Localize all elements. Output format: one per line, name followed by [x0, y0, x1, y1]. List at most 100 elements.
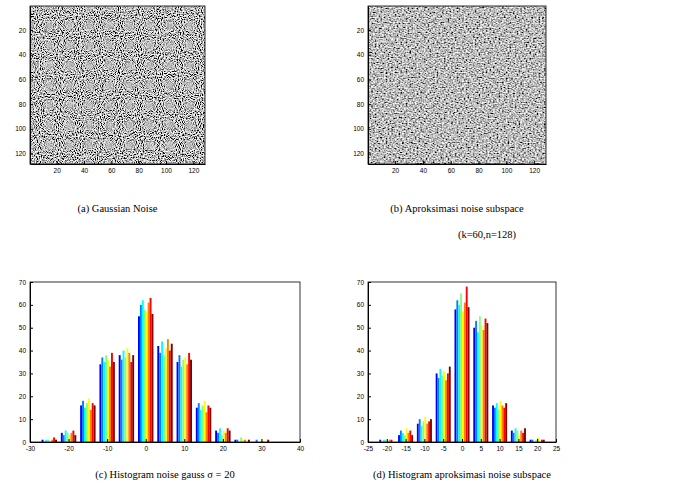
bar	[503, 408, 505, 442]
tick-mark	[368, 396, 371, 397]
tick-label: 20	[19, 393, 27, 400]
tick-label: -30	[26, 445, 36, 452]
bar	[494, 408, 496, 442]
bar	[53, 437, 55, 442]
tick-label: 60	[357, 301, 365, 308]
bar	[483, 330, 485, 442]
bar	[411, 435, 413, 442]
bar	[150, 298, 152, 442]
tick: 30	[357, 370, 371, 377]
bar	[486, 323, 488, 442]
tick-label: 15	[515, 445, 523, 452]
bar	[92, 403, 94, 442]
tick-mark	[69, 439, 70, 442]
caption-subtitle: (k=60,n=128)	[458, 229, 517, 241]
bar	[402, 433, 404, 442]
bar	[466, 287, 468, 442]
bar	[464, 303, 466, 442]
tick-label: 60	[357, 76, 365, 83]
bar	[518, 435, 520, 442]
plot-area	[42, 298, 270, 442]
tick: 10	[357, 416, 371, 423]
plot-area	[30, 6, 205, 164]
bar	[409, 431, 411, 442]
tick: 80	[136, 161, 144, 174]
plot-frame	[368, 6, 546, 164]
tick-mark	[387, 439, 388, 442]
bar	[500, 401, 502, 442]
tick: 0	[461, 439, 465, 452]
bar	[511, 431, 513, 442]
tick-label: 40	[19, 347, 27, 354]
plot-frame	[368, 282, 556, 442]
tick: 60	[19, 76, 33, 83]
tick-label: 50	[357, 324, 365, 331]
bar	[123, 351, 125, 442]
tick: -15	[401, 439, 411, 452]
bar	[130, 362, 132, 442]
bar	[169, 351, 171, 442]
tick-label: 80	[475, 167, 483, 174]
bar	[204, 401, 206, 442]
tick-label: 100	[161, 167, 172, 174]
bar	[186, 364, 188, 442]
tick-label: 20	[220, 445, 228, 452]
bar	[441, 376, 443, 442]
bar	[468, 307, 470, 442]
y-axis: 010203040506070	[357, 279, 371, 446]
noise-image	[368, 6, 546, 164]
tick: 50	[19, 324, 33, 331]
tick-label: 20	[19, 27, 27, 34]
bar	[423, 421, 425, 442]
tick: 40	[420, 161, 428, 174]
tick-mark	[518, 439, 519, 442]
tick-mark	[111, 161, 112, 164]
bar	[498, 410, 500, 442]
tick-mark	[368, 79, 371, 80]
bar	[148, 303, 150, 442]
tick-label: -15	[401, 445, 411, 452]
tick-label: 50	[19, 324, 27, 331]
bar	[171, 344, 173, 442]
bar	[103, 362, 105, 442]
bar	[188, 353, 190, 442]
tick-mark	[30, 305, 33, 306]
bar	[219, 428, 221, 442]
tick-label: 20	[534, 445, 542, 452]
x-axis: 20406080100120	[369, 161, 547, 174]
tick-label: 20	[54, 167, 62, 174]
bar	[398, 435, 400, 442]
bar	[113, 362, 115, 442]
tick-mark	[556, 439, 557, 442]
tick: 0	[22, 439, 33, 446]
bar	[445, 380, 447, 442]
tick: 80	[357, 101, 371, 108]
tick: -20	[383, 439, 393, 452]
bar	[88, 399, 90, 442]
bar	[492, 405, 494, 442]
tick: 40	[19, 51, 33, 58]
tick-label: 20	[357, 27, 365, 34]
tick-mark	[146, 439, 147, 442]
tick-mark	[30, 129, 33, 130]
axis-line	[369, 442, 557, 443]
tick-label: 30	[258, 445, 266, 452]
tick: 50	[357, 324, 371, 331]
tick: 100	[161, 161, 172, 174]
tick-label: 60	[108, 167, 116, 174]
tick-label: 30	[19, 370, 27, 377]
panel: -30-20-10010203040010203040506070	[19, 279, 305, 452]
tick-label: -20	[64, 445, 74, 452]
tick-label: 10	[496, 445, 504, 452]
tick-label: 60	[19, 76, 27, 83]
tick-mark	[300, 439, 301, 442]
bar	[227, 428, 229, 442]
bar	[517, 431, 519, 442]
tick: 60	[19, 301, 33, 308]
bar	[421, 426, 423, 442]
bar	[458, 305, 460, 442]
tick: 70	[19, 279, 33, 286]
bar	[84, 408, 86, 442]
bar	[126, 348, 128, 442]
bar	[182, 360, 184, 442]
